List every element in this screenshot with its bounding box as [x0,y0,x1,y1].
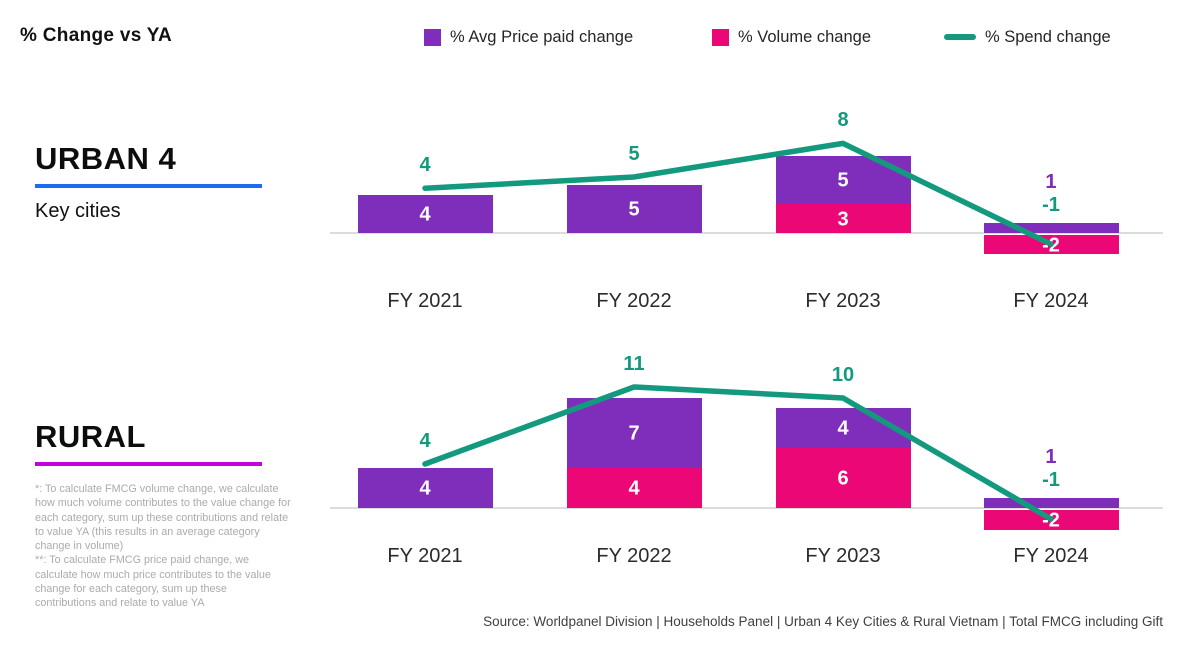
spend-value-label: 5 [628,143,640,165]
price-bar-segment [983,223,1119,233]
volume-value-label: 3 [837,208,849,231]
legend-item-volume: % Volume change [712,26,871,48]
footnotes: *: To calculate FMCG volume change, we c… [35,482,291,610]
legend-item-price: % Avg Price paid change [424,26,633,48]
source-text: Source: Worldpanel Division | Households… [483,614,1163,629]
urban-section-header: URBAN 4 Key cities [35,141,262,223]
volume-value-label: -2 [1042,234,1060,257]
price-value-label: 5 [837,169,849,192]
price-value-label: 7 [628,422,640,445]
price-value-label: 5 [628,198,640,221]
price-value-label: 1 [1045,171,1057,194]
price-and-spend-label-stack: 1 -1 [1042,171,1060,217]
spend-value-label: 4 [419,154,431,177]
spend-value-label: 10 [831,364,855,386]
legend-label: % Avg Price paid change [450,27,634,46]
category-label: FY 2021 [387,545,463,567]
category-label: FY 2023 [805,290,881,312]
spend-value-label: 4 [419,430,431,452]
spend-value-label: -1 [1042,469,1060,491]
spend-legend-line-icon [944,34,976,40]
rural-title: RURAL [35,419,146,454]
footnote-price: **: To calculate FMCG price paid change,… [35,554,271,609]
legend-label: % Spend change [985,27,1111,46]
category-label: FY 2022 [596,290,672,312]
rural-section-header: RURAL [35,419,262,467]
rural-chart: 4 4 FY 2021 4 7 11 FY 2022 6 4 10 FY 2023 -2 1 -1 FY 2… [330,345,1175,607]
price-value-label: 4 [419,477,431,500]
volume-value-label: -2 [1042,509,1060,532]
spend-value-label: 8 [837,109,849,132]
price-and-spend-label-stack: 1 -1 [1042,446,1060,492]
rural-title-underline [35,462,262,467]
category-label: FY 2024 [1013,290,1089,312]
spend-value-label: 11 [623,353,645,375]
volume-legend-swatch-icon [712,28,729,46]
legend-item-spend: % Spend change [944,26,1111,48]
urban-subtitle: Key cities [35,200,121,223]
legend-label: % Volume change [738,27,872,46]
urban-title: URBAN 4 [35,141,177,176]
category-label: FY 2022 [596,545,672,567]
price-legend-swatch-icon [424,28,441,46]
volume-value-label: 4 [628,477,640,500]
spend-value-label: -1 [1042,194,1060,217]
page-title: % Change vs YA [20,25,173,46]
category-label: FY 2024 [1013,545,1089,567]
urban-chart: 4 4 FY 2021 5 5 FY 2022 3 5 8 FY 2023 -2 1 -1 FY 2024 [330,90,1175,352]
price-value-label: 4 [419,203,431,226]
category-label: FY 2021 [387,290,463,312]
price-value-label: 1 [1045,446,1057,468]
price-bar-segment [983,498,1119,508]
price-value-label: 4 [837,417,849,440]
footnote-volume: *: To calculate FMCG volume change, we c… [35,483,291,552]
urban-title-underline [35,184,262,189]
category-label: FY 2023 [805,545,881,567]
volume-value-label: 6 [837,467,849,490]
